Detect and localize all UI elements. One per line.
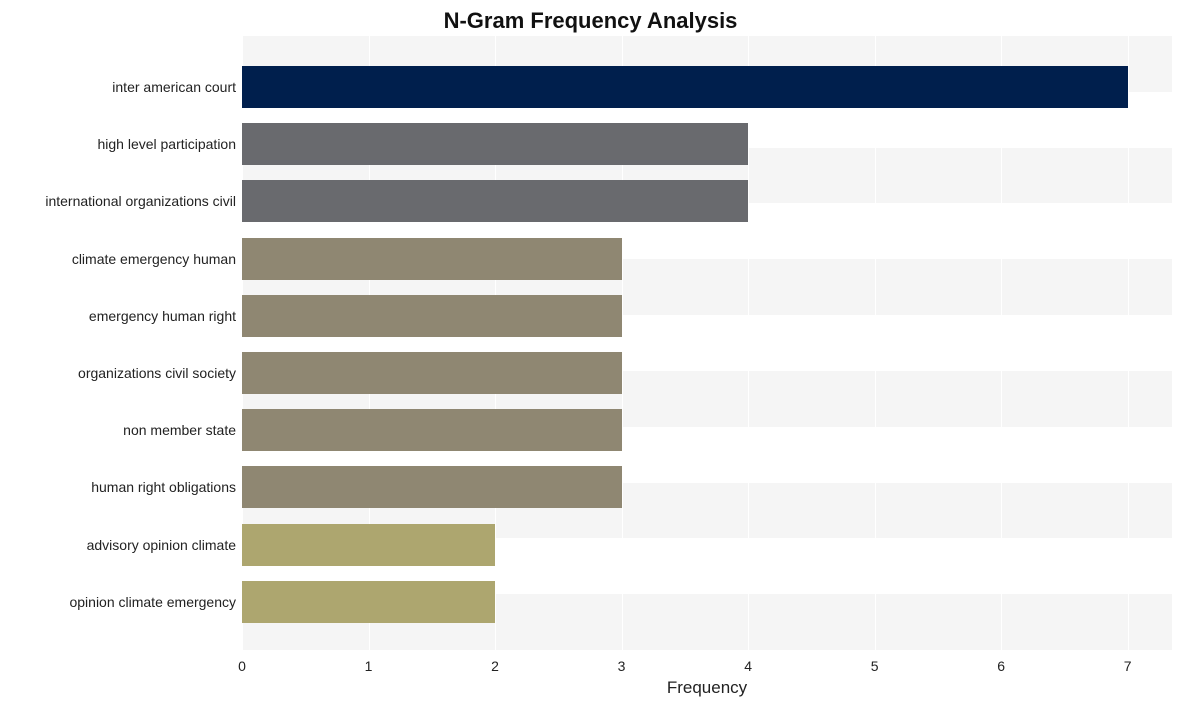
ngram-frequency-chart: N-Gram Frequency Analysis Frequency inte…	[0, 0, 1181, 701]
bar	[242, 409, 622, 451]
bar	[242, 466, 622, 508]
grid-vline	[1128, 36, 1129, 650]
grid-vline	[1001, 36, 1002, 650]
x-tick-label: 3	[618, 658, 626, 674]
y-tick-label: inter american court	[0, 79, 236, 95]
y-tick-label: organizations civil society	[0, 365, 236, 381]
y-tick-label: climate emergency human	[0, 251, 236, 267]
bar	[242, 180, 748, 222]
bar	[242, 352, 622, 394]
x-tick-label: 5	[871, 658, 879, 674]
y-tick-label: advisory opinion climate	[0, 537, 236, 553]
bar	[242, 238, 622, 280]
bar	[242, 295, 622, 337]
bar	[242, 524, 495, 566]
grid-vline	[748, 36, 749, 650]
x-tick-label: 7	[1124, 658, 1132, 674]
y-tick-label: high level participation	[0, 136, 236, 152]
y-tick-label: emergency human right	[0, 308, 236, 324]
y-tick-label: non member state	[0, 422, 236, 438]
bar	[242, 123, 748, 165]
y-tick-label: opinion climate emergency	[0, 594, 236, 610]
bar	[242, 66, 1128, 108]
chart-title: N-Gram Frequency Analysis	[0, 8, 1181, 34]
y-tick-label: international organizations civil	[0, 193, 236, 209]
x-tick-label: 0	[238, 658, 246, 674]
x-axis-title: Frequency	[242, 678, 1172, 698]
x-tick-label: 2	[491, 658, 499, 674]
plot-area	[242, 36, 1172, 650]
x-tick-label: 6	[997, 658, 1005, 674]
y-tick-label: human right obligations	[0, 479, 236, 495]
grid-vline	[875, 36, 876, 650]
bar	[242, 581, 495, 623]
x-tick-label: 4	[744, 658, 752, 674]
x-tick-label: 1	[365, 658, 373, 674]
